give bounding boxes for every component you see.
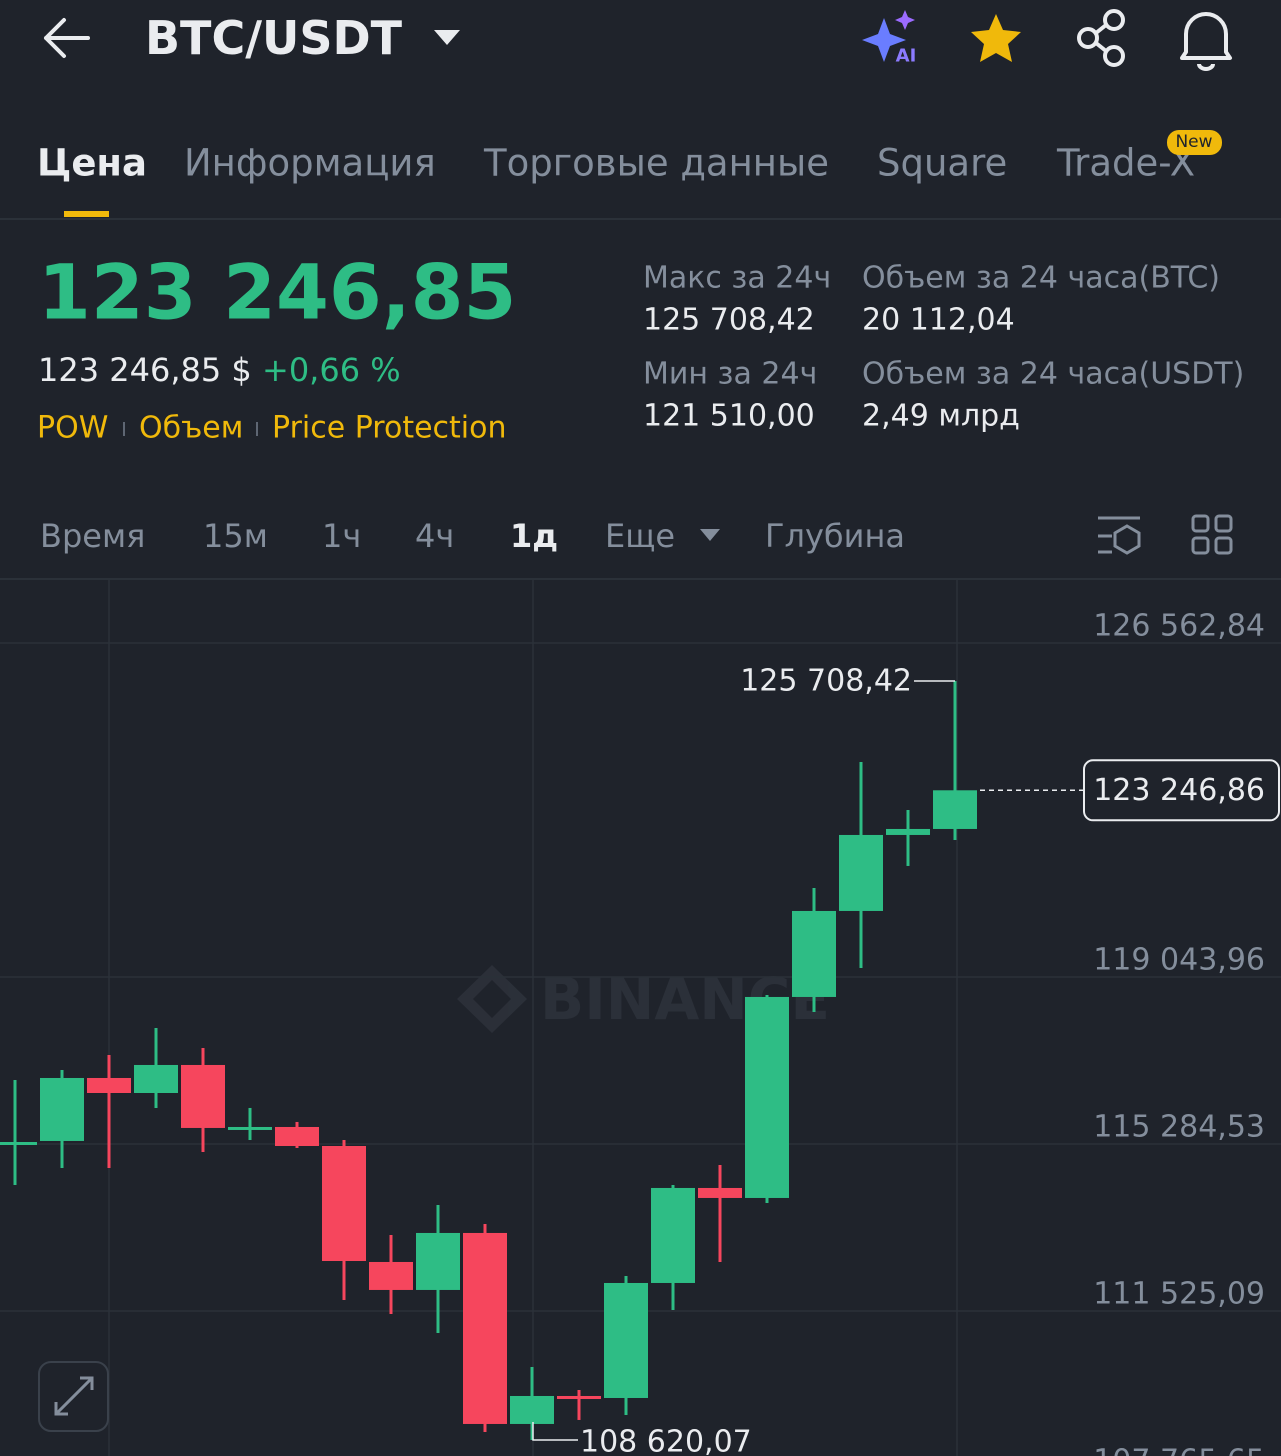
candle-body bbox=[557, 1395, 601, 1399]
stat-label: Объем за 24 часа(USDT) bbox=[862, 357, 1244, 392]
candle-body bbox=[745, 996, 789, 1198]
favorite-button[interactable] bbox=[971, 14, 1021, 62]
tag[interactable]: POW bbox=[37, 411, 108, 446]
back-button[interactable] bbox=[44, 18, 90, 58]
share-link bbox=[1094, 23, 1108, 53]
timeframe[interactable]: Время bbox=[40, 517, 145, 555]
low-label: 108 620,07 bbox=[580, 1425, 752, 1456]
candle-body bbox=[369, 1261, 413, 1290]
tags: POW Объем Price Protection bbox=[37, 411, 507, 446]
plot: 126 562,84 119 043,96 115 284,53 111 525,09… bbox=[0, 608, 1281, 1456]
timeframe[interactable]: 4ч bbox=[415, 517, 454, 555]
ai-button[interactable]: AI bbox=[862, 10, 916, 67]
candle-body bbox=[933, 790, 977, 829]
y-tick-label: 111 525,09 bbox=[1093, 1276, 1265, 1311]
ai-sparkle-small bbox=[895, 10, 915, 30]
timeframe[interactable]: 1д bbox=[510, 517, 558, 555]
y-tick-label: 119 043,96 bbox=[1093, 942, 1265, 977]
current-price-box bbox=[1083, 759, 1280, 822]
candle-body bbox=[886, 828, 930, 835]
stat-value: 125 708,42 bbox=[643, 303, 815, 338]
candle-body bbox=[322, 1145, 366, 1261]
stat-value: 20 112,04 bbox=[862, 303, 1015, 338]
tab[interactable]: Цена bbox=[37, 142, 147, 185]
y-tick-label: 107 765,65 bbox=[1093, 1443, 1265, 1456]
candle-body bbox=[134, 1064, 178, 1094]
bell bbox=[1180, 12, 1232, 60]
icon-lines bbox=[1098, 516, 1140, 554]
tab[interactable]: Торговые данные bbox=[483, 142, 829, 185]
usd-price: 123 246,85 $ bbox=[38, 351, 252, 389]
expand-button[interactable] bbox=[38, 1361, 109, 1432]
tab[interactable]: Информация bbox=[184, 142, 436, 185]
candle-body bbox=[416, 1232, 460, 1290]
timeframe-bar: Время 15м 1ч 4ч 1д Еще Глубина bbox=[40, 517, 905, 555]
candle-body bbox=[510, 1395, 554, 1424]
price-change: +0,66 % bbox=[262, 351, 401, 389]
layout-button[interactable] bbox=[1191, 514, 1233, 555]
candle-body bbox=[181, 1064, 225, 1128]
candle-body bbox=[651, 1187, 695, 1283]
tag[interactable]: Объем bbox=[139, 411, 243, 446]
icon-cell bbox=[1214, 514, 1233, 533]
y-tick-label: 126 562,84 bbox=[1093, 608, 1265, 643]
candle-body bbox=[604, 1282, 648, 1398]
timeframe[interactable]: 15м bbox=[203, 517, 268, 555]
stat-label: Мин за 24ч bbox=[643, 357, 817, 392]
watermark-logo bbox=[457, 965, 527, 1033]
new-badge-text: New bbox=[1175, 132, 1212, 152]
tab-bar: Цена Информация Торговые данные Square Trade… bbox=[37, 142, 1195, 185]
candle-body bbox=[839, 834, 883, 911]
icon-cell bbox=[1191, 536, 1210, 555]
timeframe[interactable]: Глубина bbox=[765, 517, 905, 555]
stat-label: Объем за 24 часа(BTC) bbox=[862, 261, 1220, 296]
share-node bbox=[1077, 27, 1099, 49]
timeframe[interactable]: Еще bbox=[605, 517, 675, 555]
more-dropdown[interactable] bbox=[700, 529, 720, 541]
active-tab-indicator bbox=[64, 211, 109, 217]
candle-body bbox=[463, 1232, 507, 1424]
new-badge bbox=[1167, 130, 1222, 155]
icon-cell bbox=[1214, 536, 1233, 555]
current-price-label: 123 246,86 bbox=[1093, 773, 1265, 808]
y-tick-label: 115 284,53 bbox=[1093, 1109, 1265, 1144]
alert-button[interactable] bbox=[1180, 12, 1232, 71]
expand-frame bbox=[38, 1361, 109, 1432]
icon-hex bbox=[1113, 524, 1141, 555]
candle-body bbox=[275, 1126, 319, 1146]
expand-icon bbox=[54, 1376, 94, 1416]
timeframe[interactable]: 1ч bbox=[322, 517, 361, 555]
candle-body bbox=[40, 1077, 84, 1141]
pair-title[interactable]: BTC/USDT bbox=[145, 11, 403, 65]
icon-cell bbox=[1191, 514, 1210, 533]
stats: Макс за 24ч 125 708,42 Объем за 24 часа(BT… bbox=[643, 261, 1244, 434]
candle-body bbox=[228, 1126, 272, 1130]
high-label: 125 708,42 bbox=[740, 663, 912, 698]
tag[interactable]: Price Protection bbox=[272, 411, 507, 446]
stat-label: Макс за 24ч bbox=[643, 261, 831, 296]
candle-body bbox=[0, 1141, 37, 1145]
ai-sparkle bbox=[862, 18, 906, 62]
indicator-settings-button[interactable] bbox=[1098, 516, 1141, 555]
tab[interactable]: Square bbox=[877, 142, 1007, 185]
stat-value: 121 510,00 bbox=[643, 399, 815, 434]
share-button[interactable] bbox=[1077, 9, 1125, 67]
last-price: 123 246,85 bbox=[38, 248, 516, 337]
pair-dropdown[interactable] bbox=[434, 30, 460, 45]
ai-label: AI bbox=[896, 46, 917, 67]
candle-body bbox=[698, 1187, 742, 1198]
low-leader bbox=[532, 1422, 578, 1441]
share-node bbox=[1103, 9, 1125, 31]
bell-clapper bbox=[1197, 63, 1215, 71]
stat-value: 2,49 млрд bbox=[862, 399, 1020, 434]
share-node bbox=[1103, 45, 1125, 67]
candle-body bbox=[87, 1077, 131, 1094]
candle-body bbox=[792, 910, 836, 997]
